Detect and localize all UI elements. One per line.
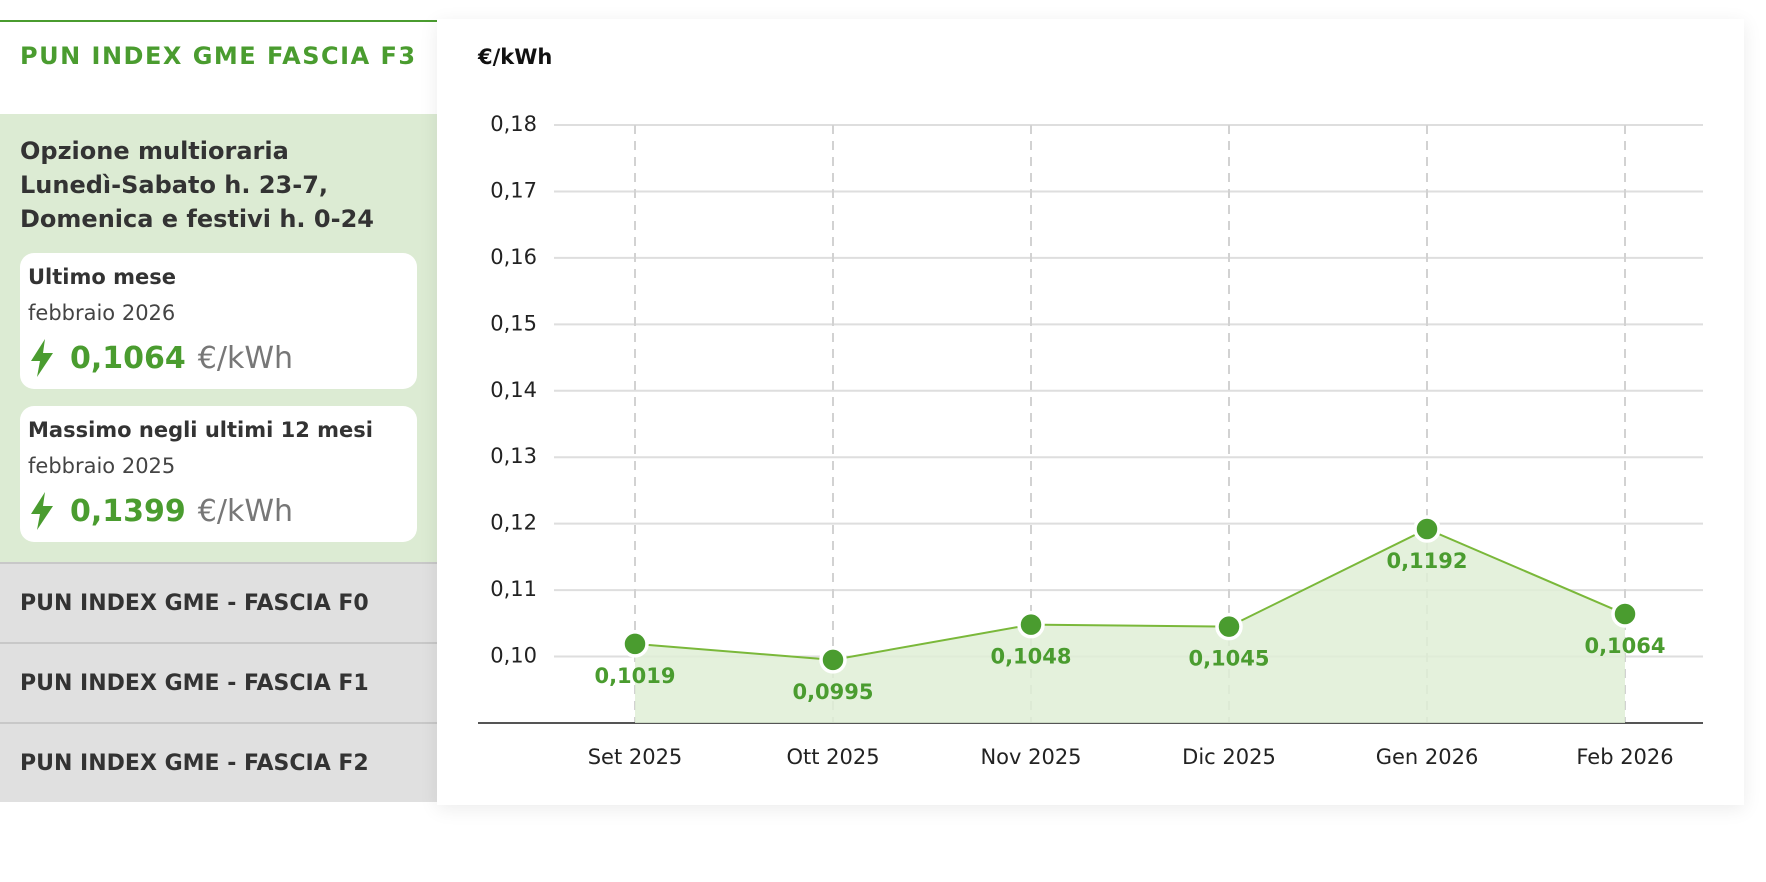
chart: €/kWh 0,10 0,11 0,12 0,13 0,14 0,15 0,16 0,17 0,… — [477, 45, 1703, 769]
chart-card: €/kWh 0,10 0,11 0,12 0,13 0,14 0,15 0,16 0,17 0,… — [437, 19, 1744, 805]
card-date: febbraio 2026 — [28, 301, 176, 325]
y-tick-label: 0,17 — [490, 178, 537, 202]
value-label: 0,1064 — [1584, 634, 1665, 658]
description: Opzione multioraria Lunedì-Sabato h. 23-… — [20, 134, 417, 236]
x-tick-label: Dic 2025 — [1182, 745, 1276, 769]
point — [1215, 612, 1243, 641]
x-tick-label: Feb 2026 — [1576, 745, 1673, 769]
card-value: 0,1064 — [70, 340, 186, 376]
info-card: Ultimo mese febbraio 2026 0,1064 €/kWh — [20, 253, 417, 389]
point — [1413, 515, 1441, 543]
x-tick-label: Nov 2025 — [980, 745, 1081, 769]
card-label: Ultimo mese — [28, 265, 176, 289]
value-label: 0,1019 — [594, 664, 675, 688]
value-label: 0,1045 — [1188, 647, 1269, 671]
y-tick-label: 0,10 — [490, 644, 537, 668]
y-tick-label: 0,14 — [490, 378, 537, 402]
value-label: 0,1048 — [990, 645, 1071, 669]
point — [1611, 600, 1639, 628]
bolt-icon — [31, 339, 53, 377]
y-tick-label: 0,13 — [490, 444, 537, 468]
active-panel: Opzione multioraria Lunedì-Sabato h. 23-… — [0, 114, 437, 562]
y-tick-label: 0,12 — [490, 511, 537, 535]
line — [634, 527, 1626, 661]
sidebar: PUN INDEX GME FASCIA F3 Opzione multiora… — [0, 20, 437, 802]
bolt-icon — [31, 492, 53, 530]
unit-label: €/kWh — [477, 45, 552, 69]
card-value: 0,1399 — [70, 493, 186, 529]
description-line: Domenica e festivi h. 0-24 — [20, 205, 374, 233]
value-label: 0,1192 — [1386, 549, 1467, 573]
card-date: febbraio 2025 — [28, 454, 176, 478]
x-tick-label: Ott 2025 — [786, 745, 879, 769]
y-tick-label: 0,16 — [490, 245, 537, 269]
point — [621, 630, 649, 658]
value-label: 0,0995 — [792, 680, 873, 704]
description-line: Opzione multioraria — [20, 137, 289, 165]
description-line: Lunedì-Sabato h. 23-7, — [20, 171, 329, 199]
y-tick-label: 0,11 — [490, 577, 537, 601]
point — [1017, 610, 1045, 639]
y-tick-label: 0,18 — [490, 112, 537, 136]
accordion-item[interactable]: PUN INDEX GME - FASCIA F0 — [0, 562, 437, 642]
point — [819, 646, 847, 674]
card-unit: €/kWh — [197, 340, 294, 376]
y-tick-label: 0,15 — [490, 311, 537, 335]
x-tick-label: Set 2025 — [588, 745, 683, 769]
card-unit: €/kWh — [197, 493, 294, 529]
card-label: Massimo negli ultimi 12 mesi — [28, 418, 373, 442]
accordion-item[interactable]: PUN INDEX GME - FASCIA F1 — [0, 642, 437, 722]
x-tick-label: Gen 2026 — [1376, 745, 1479, 769]
info-card: Massimo negli ultimi 12 mesi febbraio 20… — [20, 406, 417, 542]
active-title[interactable]: PUN INDEX GME FASCIA F3 — [0, 20, 437, 114]
accordion-item[interactable]: PUN INDEX GME - FASCIA F2 — [0, 722, 437, 802]
